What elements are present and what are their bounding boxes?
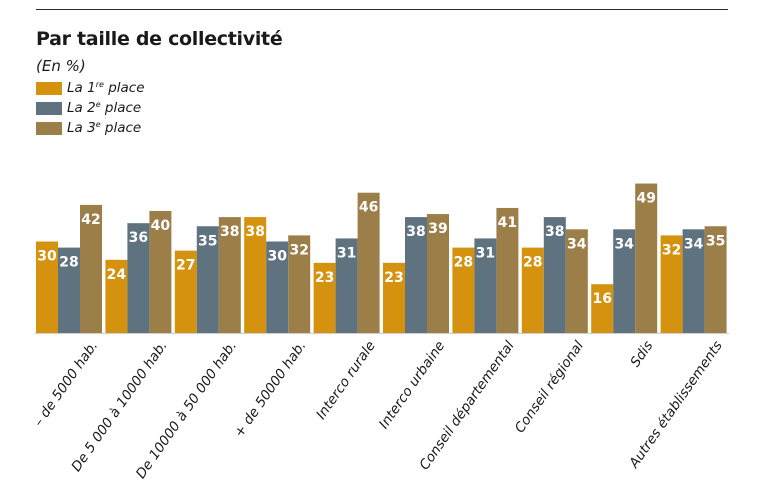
value-label-10-series-3: 35 xyxy=(706,233,725,249)
chart-subtitle: (En %) xyxy=(36,57,86,75)
legend-swatch-2 xyxy=(36,101,62,115)
value-label-4-series-3: 32 xyxy=(289,242,308,258)
value-label-9-series-2: 34 xyxy=(614,236,634,252)
legend-swatch-1 xyxy=(36,81,62,95)
bar-6-series-2 xyxy=(405,217,427,333)
value-label-9-series-1: 16 xyxy=(592,291,611,307)
value-label-2-series-3: 40 xyxy=(151,218,171,234)
bar-9-series-3 xyxy=(635,183,658,333)
bar-2-series-2 xyxy=(127,223,150,333)
bar-9-series-2 xyxy=(613,229,636,333)
value-label-10-series-2: 34 xyxy=(684,236,704,252)
value-label-1-series-2: 28 xyxy=(59,255,78,271)
legend-sup-2: e xyxy=(95,100,101,109)
bar-10-series-2 xyxy=(682,229,705,333)
value-label-4-series-1: 38 xyxy=(245,224,264,240)
bar-6-series-3 xyxy=(427,214,449,333)
x-tick-label-6: Interco urbaine xyxy=(376,338,448,432)
x-tick-label-8: Conseil régional xyxy=(512,338,587,436)
value-label-10-series-1: 32 xyxy=(662,242,681,258)
legend-label-1: La 1 xyxy=(67,80,96,96)
bar-8-series-2 xyxy=(543,217,566,333)
value-label-5-series-1: 23 xyxy=(315,270,334,286)
value-label-7-series-2: 31 xyxy=(476,245,495,261)
legend-sup-3: e xyxy=(95,120,101,129)
legend-label-3: La 3 xyxy=(67,120,96,136)
bar-1-series-2 xyxy=(58,247,80,333)
legend: La 1re place La 2e place La 3e place xyxy=(36,78,145,138)
legend-item-3: La 3e place xyxy=(36,118,145,138)
x-tick-label-1: – de 5000 hab. xyxy=(30,338,101,430)
bar-5-series-3 xyxy=(357,192,380,333)
bar-5-series-2 xyxy=(335,238,358,333)
x-tick-label-5: Interco rurale xyxy=(313,338,379,422)
bar-9-series-1 xyxy=(591,284,614,333)
bar-6-series-1 xyxy=(383,262,405,333)
value-label-6-series-2: 38 xyxy=(406,224,425,240)
value-label-8-series-3: 34 xyxy=(567,236,587,252)
value-label-2-series-1: 24 xyxy=(107,267,127,283)
x-tick-label-4: + de 50000 hab. xyxy=(231,338,309,440)
value-label-7-series-3: 41 xyxy=(498,215,517,231)
value-label-7-series-1: 28 xyxy=(454,255,473,271)
bar-2-series-1 xyxy=(105,259,128,333)
bar-10-series-3 xyxy=(704,226,727,333)
value-label-6-series-1: 23 xyxy=(384,270,403,286)
bar-7-series-2 xyxy=(474,238,497,333)
value-label-8-series-2: 38 xyxy=(545,224,564,240)
top-rule xyxy=(36,9,728,10)
chart-title: Par taille de collectivité xyxy=(36,28,283,50)
value-label-9-series-3: 49 xyxy=(636,191,655,207)
value-label-6-series-3: 39 xyxy=(428,221,447,237)
bar-7-series-3 xyxy=(496,207,519,333)
bar-1-series-1 xyxy=(36,241,58,333)
legend-label-2: La 2 xyxy=(67,100,96,116)
value-label-8-series-1: 28 xyxy=(523,255,542,271)
bar-8-series-1 xyxy=(521,247,544,333)
legend-rest-2: place xyxy=(100,100,142,116)
value-label-4-series-2: 30 xyxy=(267,249,287,265)
bar-3-series-1 xyxy=(174,250,197,333)
x-tick-label-9: Sdis xyxy=(627,338,656,370)
value-label-1-series-1: 30 xyxy=(37,249,57,265)
legend-sup-1: re xyxy=(95,80,104,89)
bar-5-series-1 xyxy=(313,262,336,333)
bar-3-series-3 xyxy=(218,217,241,333)
value-label-5-series-3: 46 xyxy=(359,200,378,216)
value-label-1-series-3: 42 xyxy=(81,212,100,228)
bar-1-series-3 xyxy=(80,204,102,333)
legend-item-1: La 1re place xyxy=(36,78,145,98)
value-label-3-series-2: 35 xyxy=(198,233,217,249)
bar-8-series-3 xyxy=(565,229,588,333)
bar-4-series-1 xyxy=(244,217,267,333)
legend-rest-3: place xyxy=(100,120,142,136)
bar-3-series-2 xyxy=(196,226,219,333)
value-label-3-series-3: 38 xyxy=(220,224,239,240)
bar-4-series-2 xyxy=(266,241,289,333)
value-label-2-series-2: 36 xyxy=(129,230,148,246)
bar-4-series-3 xyxy=(288,235,311,333)
bar-10-series-1 xyxy=(660,235,683,333)
legend-item-2: La 2e place xyxy=(36,98,145,118)
legend-rest-1: place xyxy=(103,80,145,96)
bar-7-series-1 xyxy=(452,247,475,333)
legend-swatch-3 xyxy=(36,121,62,135)
value-label-5-series-2: 31 xyxy=(337,245,356,261)
bar-2-series-3 xyxy=(149,211,172,333)
value-label-3-series-1: 27 xyxy=(176,258,195,274)
